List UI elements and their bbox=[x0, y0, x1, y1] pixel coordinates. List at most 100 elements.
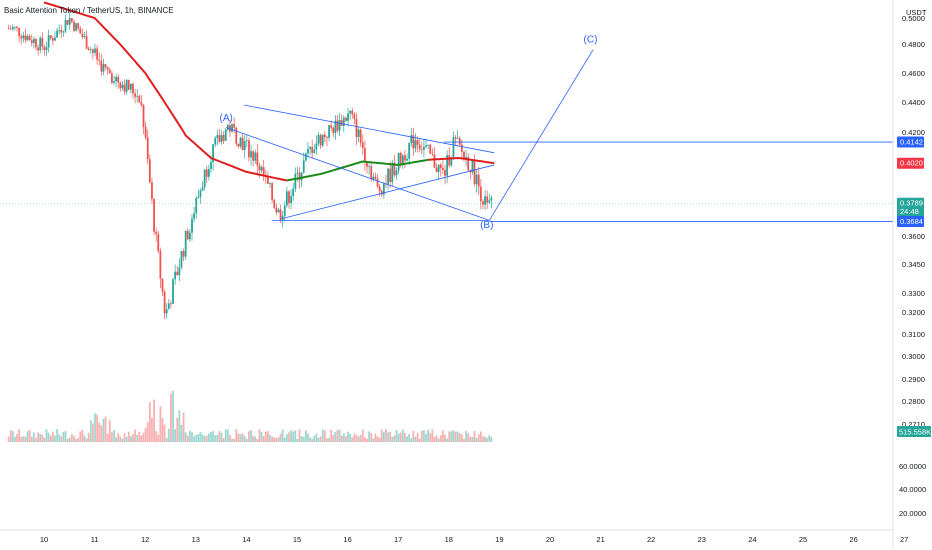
candle-body bbox=[121, 84, 124, 89]
trend-drawings[interactable] bbox=[0, 49, 893, 222]
candle-body bbox=[393, 162, 396, 176]
candle-body bbox=[273, 200, 276, 208]
candle-body bbox=[197, 196, 200, 198]
volume-bar bbox=[68, 437, 71, 442]
candle-body bbox=[159, 250, 162, 279]
candle-body bbox=[260, 167, 263, 171]
candle-body bbox=[252, 151, 255, 161]
volume-tick-label: 60.0000 bbox=[899, 462, 926, 471]
time-tick-label: 12 bbox=[141, 535, 149, 544]
volume-bar bbox=[279, 433, 282, 442]
candle-body bbox=[321, 134, 324, 146]
volume-bar bbox=[368, 431, 371, 442]
volume-bar bbox=[372, 438, 375, 442]
candle-body bbox=[62, 31, 65, 33]
volume-bar bbox=[370, 432, 373, 442]
candle-body bbox=[456, 138, 459, 140]
volume-bar bbox=[51, 431, 54, 442]
volume-bar bbox=[465, 430, 467, 442]
candle-body bbox=[359, 129, 362, 143]
price-axis[interactable]: USDT 0.5000 0.4800 0.4600 0.4400 0.4200 0.360… bbox=[892, 0, 927, 550]
volume-bar bbox=[49, 435, 52, 442]
trend-line[interactable] bbox=[488, 49, 594, 221]
candle-body bbox=[275, 207, 278, 213]
volume-bar bbox=[54, 435, 56, 442]
candle-body bbox=[127, 79, 130, 90]
candle-body bbox=[58, 30, 61, 31]
svg-text:0.3684: 0.3684 bbox=[900, 217, 923, 226]
candle-body bbox=[73, 21, 75, 31]
volume-bar bbox=[132, 434, 134, 442]
candle-body bbox=[35, 39, 37, 48]
time-tick-label: 22 bbox=[647, 535, 655, 544]
time-axis[interactable]: 10 11 12 13 14 15 16 17 18 19 20 21 22 23 24 25 26 27 bbox=[0, 529, 908, 544]
volume-bar bbox=[245, 438, 248, 442]
candle-body bbox=[262, 167, 265, 177]
candle-body bbox=[11, 27, 14, 30]
candle-body bbox=[237, 143, 240, 147]
candle-body bbox=[473, 160, 476, 185]
volume-bar bbox=[148, 402, 151, 442]
volume-bar bbox=[387, 432, 389, 442]
candle-body bbox=[14, 26, 16, 28]
candle-body bbox=[81, 33, 84, 37]
volume-bar bbox=[226, 429, 229, 442]
candle-body bbox=[41, 37, 44, 47]
candle-body bbox=[153, 199, 155, 232]
volume-bar bbox=[106, 433, 109, 442]
candle-body bbox=[220, 134, 223, 142]
volume-bar bbox=[486, 437, 489, 442]
candle-body bbox=[412, 135, 415, 149]
volume-bar bbox=[490, 437, 493, 442]
volume-bar bbox=[414, 436, 417, 442]
candle-body bbox=[106, 67, 109, 70]
candle-body bbox=[155, 231, 158, 234]
volume-bar bbox=[446, 438, 449, 442]
trend-line[interactable] bbox=[243, 104, 495, 154]
candle-body bbox=[357, 129, 360, 137]
trend-line[interactable] bbox=[226, 127, 490, 221]
candle-body bbox=[482, 201, 484, 205]
candle-body bbox=[26, 36, 29, 41]
volume-bar bbox=[448, 431, 451, 442]
volume-tick-label: 40.0000 bbox=[899, 485, 926, 494]
symbol-title[interactable]: Basic Attention Token / TetherUS, 1h, BI… bbox=[4, 6, 174, 15]
candle-body bbox=[326, 137, 328, 138]
time-tick-label: 17 bbox=[394, 535, 402, 544]
volume-bar bbox=[427, 429, 430, 442]
volume-bar bbox=[113, 429, 115, 442]
volume-bar bbox=[353, 433, 356, 442]
volume-bar bbox=[58, 434, 61, 442]
volume-bar bbox=[309, 437, 311, 442]
candle-body bbox=[427, 144, 430, 146]
candle-body bbox=[317, 135, 320, 144]
candle-body bbox=[245, 140, 248, 142]
candle-body bbox=[454, 137, 457, 139]
trend-line[interactable] bbox=[281, 164, 495, 220]
volume-bar bbox=[77, 437, 80, 442]
candle-body bbox=[203, 169, 206, 188]
candle-body bbox=[226, 125, 229, 130]
candle-body bbox=[210, 162, 212, 170]
candle-body bbox=[283, 205, 286, 217]
candle-body bbox=[475, 174, 478, 185]
candle-body bbox=[110, 73, 113, 83]
candle-body bbox=[148, 159, 151, 183]
candle-body bbox=[441, 168, 444, 170]
price-tags: 0.4142 0.4020 0.3789 24:48 0.3684 515.55… bbox=[897, 136, 931, 437]
volume-bar bbox=[267, 431, 269, 442]
candle-body bbox=[292, 188, 295, 197]
volume-bar bbox=[37, 432, 39, 442]
volume-bar bbox=[220, 432, 223, 442]
candle-body bbox=[49, 35, 52, 39]
volume-bar bbox=[275, 437, 278, 442]
volume-bar bbox=[319, 436, 322, 442]
volume-bar bbox=[231, 438, 233, 442]
volume-bar bbox=[62, 432, 65, 442]
volume-bar bbox=[184, 432, 187, 442]
volume-bar bbox=[222, 438, 225, 442]
candle-body bbox=[140, 102, 143, 106]
volume-bar bbox=[115, 437, 118, 442]
candle-body bbox=[433, 154, 436, 168]
